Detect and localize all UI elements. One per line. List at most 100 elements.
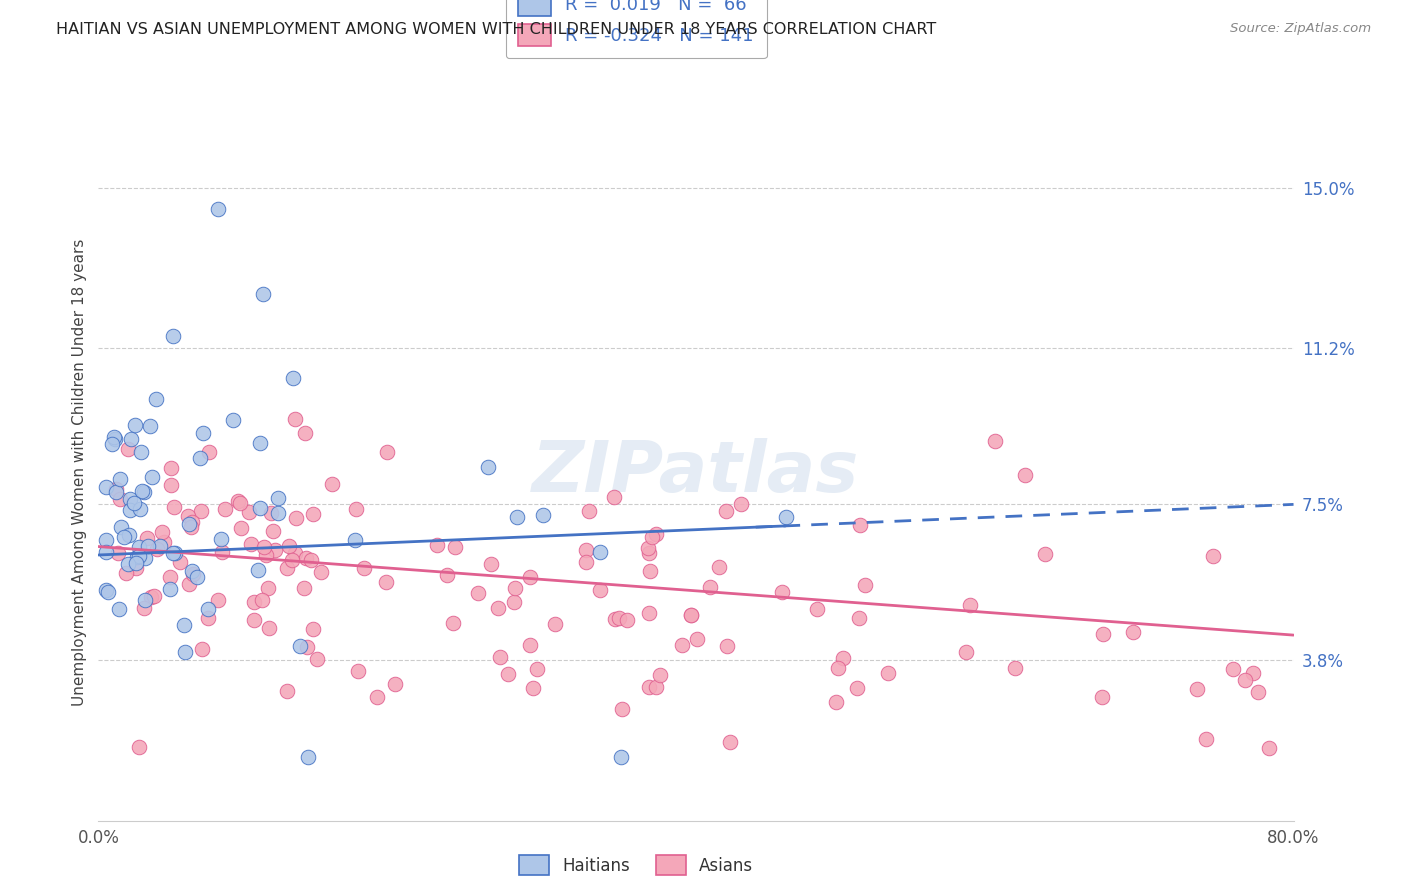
Point [177, 576, 200, 591]
Point [180, 564, 202, 578]
Point [607, 611, 630, 625]
Point [107, 546, 129, 560]
Point [616, 613, 638, 627]
Point [188, 451, 211, 466]
Point [263, 542, 285, 557]
Point [211, 545, 233, 559]
Point [344, 501, 367, 516]
Text: HAITIAN VS ASIAN UNEMPLOYMENT AMONG WOMEN WITH CHILDREN UNDER 18 YEARS CORRELATI: HAITIAN VS ASIAN UNEMPLOYMENT AMONG WOME… [56, 22, 936, 37]
Point [159, 570, 181, 584]
Point [486, 601, 509, 615]
Point [162, 546, 184, 560]
Point [589, 545, 612, 559]
Point [132, 601, 155, 615]
Point [246, 563, 269, 577]
Point [644, 681, 666, 695]
Point [186, 569, 208, 583]
Point [1241, 665, 1264, 680]
Point [955, 645, 977, 659]
Point [103, 432, 125, 446]
Point [159, 582, 181, 596]
Point [162, 328, 184, 343]
Point [827, 661, 849, 675]
Point [436, 567, 458, 582]
Point [353, 561, 375, 575]
Point [1033, 548, 1056, 562]
Point [128, 502, 150, 516]
Point [366, 690, 388, 704]
Point [141, 470, 163, 484]
Point [222, 413, 245, 427]
Point [284, 411, 307, 425]
Point [575, 542, 598, 557]
Point [845, 681, 868, 695]
Point [134, 551, 156, 566]
Point [254, 548, 277, 562]
Point [132, 484, 155, 499]
Point [294, 425, 316, 440]
Point [122, 496, 145, 510]
Point [426, 538, 449, 552]
Text: Source: ZipAtlas.com: Source: ZipAtlas.com [1230, 22, 1371, 36]
Point [243, 595, 266, 609]
Point [267, 506, 290, 520]
Point [252, 592, 274, 607]
Point [243, 613, 266, 627]
Point [441, 615, 464, 630]
Point [173, 618, 195, 632]
Point [638, 564, 661, 578]
Point [281, 371, 304, 385]
Point [775, 510, 797, 524]
Point [256, 581, 278, 595]
Point [526, 662, 548, 676]
Point [718, 735, 741, 749]
Point [135, 531, 157, 545]
Point [145, 392, 167, 406]
Point [641, 530, 664, 544]
Point [127, 550, 149, 565]
Point [1257, 741, 1279, 756]
Point [257, 621, 280, 635]
Point [679, 608, 702, 623]
Point [709, 559, 731, 574]
Point [1004, 660, 1026, 674]
Point [284, 511, 307, 525]
Point [118, 527, 141, 541]
Point [191, 642, 214, 657]
Point [1194, 731, 1216, 746]
Point [110, 520, 132, 534]
Point [288, 640, 311, 654]
Point [730, 497, 752, 511]
Point [297, 750, 319, 764]
Point [183, 566, 205, 581]
Point [1247, 685, 1270, 699]
Point [531, 508, 554, 522]
Point [645, 526, 668, 541]
Point [141, 590, 163, 604]
Point [149, 539, 172, 553]
Point [506, 510, 529, 524]
Point [118, 492, 141, 507]
Point [302, 507, 325, 521]
Point [853, 578, 876, 592]
Point [544, 616, 567, 631]
Point [112, 531, 135, 545]
Point [252, 286, 274, 301]
Point [610, 750, 633, 764]
Point [343, 533, 366, 548]
Point [160, 477, 183, 491]
Point [825, 695, 848, 709]
Point [302, 622, 325, 636]
Point [522, 681, 544, 695]
Point [163, 546, 186, 560]
Point [983, 434, 1005, 449]
Point [176, 508, 198, 523]
Point [679, 607, 702, 622]
Point [519, 569, 541, 583]
Point [214, 501, 236, 516]
Point [238, 505, 260, 519]
Point [503, 581, 526, 595]
Point [699, 580, 721, 594]
Point [638, 606, 661, 620]
Point [276, 560, 298, 574]
